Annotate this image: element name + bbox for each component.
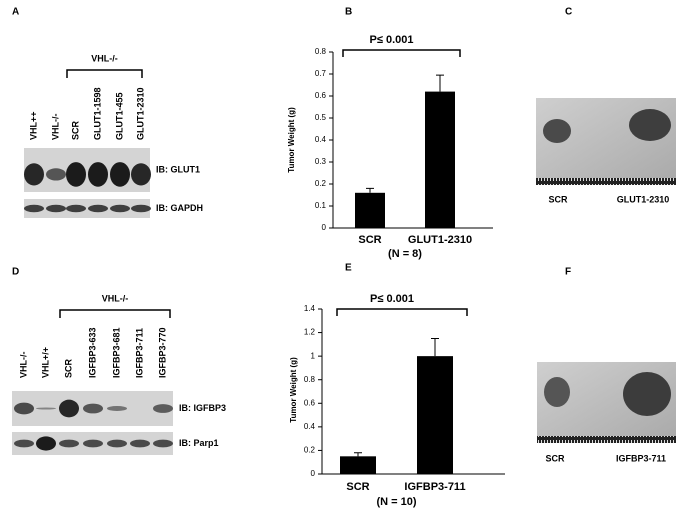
blot	[24, 199, 150, 218]
annotation: P≤ 0.001	[370, 34, 414, 46]
lane-label: IGFBP3-633	[87, 327, 97, 378]
lane-label: IGFBP3-711	[134, 328, 144, 378]
y-tick-label: 0.8	[315, 47, 327, 56]
y-tick-label: 0.2	[315, 179, 327, 188]
bar	[355, 192, 385, 228]
blot-label: IB: GAPDH	[156, 203, 203, 213]
blot-label: IB: Parp1	[179, 438, 219, 448]
photo-label: IGFBP3-711	[616, 453, 666, 463]
band	[24, 163, 44, 186]
tumor-photo	[536, 98, 676, 185]
y-tick-label: 1	[311, 351, 316, 360]
band	[88, 204, 108, 213]
x-tick-label: GLUT1-2310	[408, 234, 472, 246]
panel-letter: D	[12, 267, 19, 278]
annotation: P≤ 0.001	[370, 293, 414, 305]
significance-bracket	[336, 308, 468, 316]
panel-letter: A	[12, 7, 19, 18]
band	[107, 406, 127, 411]
panel-letter: E	[345, 263, 352, 274]
band	[110, 204, 130, 213]
bar	[340, 456, 376, 474]
lane-label: SCR	[63, 358, 73, 378]
lane-label: VHL-/-	[50, 114, 60, 141]
error-bar	[354, 452, 362, 457]
band	[153, 439, 173, 448]
group-bracket	[66, 69, 143, 78]
band	[36, 436, 56, 451]
lane-label: GLUT1-1598	[92, 87, 102, 140]
bar	[425, 91, 455, 228]
photo-label: GLUT1-2310	[617, 194, 670, 204]
y-tick-label: 0.4	[315, 135, 327, 144]
y-tick-label: 0	[311, 469, 316, 478]
lane-label: GLUT1-2310	[135, 87, 145, 140]
lane-label: IGFBP3-770	[157, 327, 167, 378]
y-tick-label: 0.3	[315, 157, 327, 166]
lane-label: SCR	[70, 120, 80, 140]
band	[24, 204, 44, 213]
group-bracket	[59, 309, 171, 318]
group-label: VHL-/-	[91, 53, 118, 63]
band	[83, 439, 103, 448]
y-tick-label: 0.8	[304, 375, 316, 384]
band	[59, 399, 79, 418]
photo-label: SCR	[548, 194, 568, 204]
photo-label: SCR	[545, 453, 565, 463]
y-tick-label: 0.7	[315, 69, 327, 78]
y-tick-label: 0.5	[315, 113, 327, 122]
y-tick-label: 0.6	[304, 398, 316, 407]
lane-label: IGFBP3-681	[111, 327, 121, 378]
band	[83, 403, 103, 414]
error-bar	[366, 187, 374, 193]
band	[66, 162, 86, 187]
x-tick-label: SCR	[358, 234, 381, 246]
band	[59, 439, 79, 448]
note: (N = 10)	[376, 496, 416, 508]
note: (N = 8)	[388, 248, 422, 260]
x-tick-label: SCR	[346, 481, 369, 493]
significance-bracket	[342, 49, 461, 57]
panel-letter: C	[565, 7, 572, 18]
panel-letter: F	[565, 267, 571, 278]
group-label: VHL-/-	[102, 293, 129, 303]
blot-label: IB: IGFBP3	[179, 403, 226, 413]
y-tick-label: 0.4	[304, 422, 316, 431]
band	[131, 204, 151, 213]
band	[36, 407, 56, 410]
panel-letter: B	[345, 7, 352, 18]
bar	[417, 356, 453, 474]
x-tick-label: IGFBP3-711	[404, 481, 465, 493]
band	[46, 204, 66, 213]
band	[131, 163, 151, 186]
tumor-photo	[537, 362, 676, 443]
y-tick-label: 1.4	[304, 304, 316, 313]
error-bar	[431, 337, 439, 357]
y-axis-label: Tumor Weight (g)	[287, 107, 296, 173]
lane-label: GLUT1-455	[114, 92, 124, 140]
lane-label: VHL-/-	[18, 352, 28, 379]
y-tick-label: 0.1	[315, 201, 327, 210]
blot-label: IB: GLUT1	[156, 164, 200, 174]
band	[130, 439, 150, 448]
lane-label: VHL+/+	[40, 347, 50, 378]
band	[110, 162, 130, 187]
band	[88, 162, 108, 187]
band	[14, 439, 34, 448]
y-tick-label: 0	[322, 223, 327, 232]
error-bar	[436, 74, 444, 92]
band	[153, 404, 173, 413]
band	[46, 168, 66, 181]
band	[66, 204, 86, 213]
band	[14, 402, 34, 415]
y-tick-label: 0.6	[315, 91, 327, 100]
band	[107, 439, 127, 448]
y-axis-label: Tumor Weight (g)	[289, 357, 298, 423]
y-tick-label: 1.2	[304, 328, 316, 337]
y-tick-label: 0.2	[304, 446, 316, 455]
lane-label: VHL++	[28, 111, 38, 140]
